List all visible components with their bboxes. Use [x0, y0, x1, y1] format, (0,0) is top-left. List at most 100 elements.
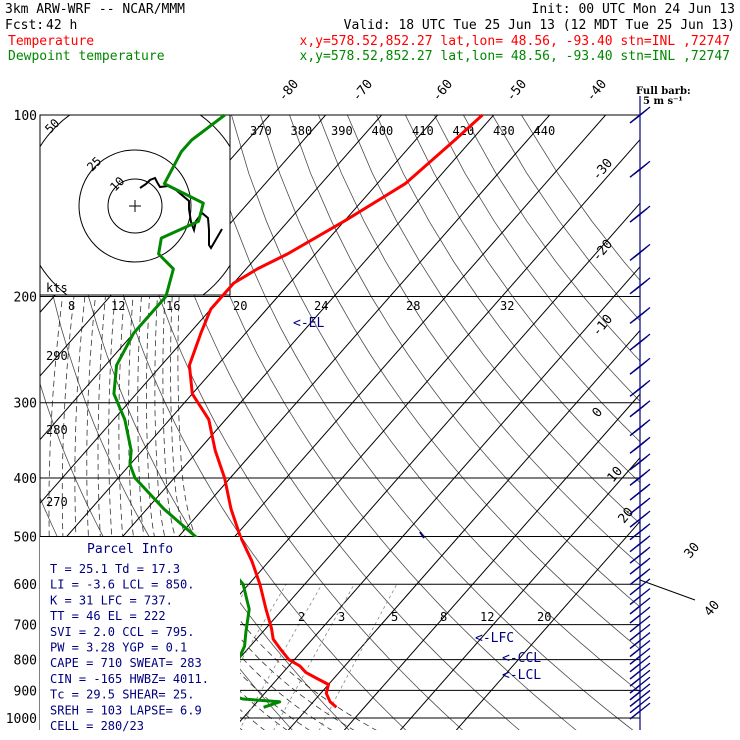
mixing-ratio-line: [318, 584, 398, 730]
wind-barb-flag: [639, 606, 651, 616]
wind-barb-flag: [639, 632, 651, 642]
isotherm-line: [455, 520, 640, 730]
isotherm-label--70: -70: [350, 77, 377, 105]
moist-adiabat: [177, 296, 377, 730]
hodograph-kts-label: kts: [46, 281, 68, 295]
isotherm-label-0: 0: [590, 405, 607, 421]
wind-barb-flag: [633, 111, 645, 121]
temperature-legend: Temperature: [8, 34, 94, 49]
wind-barb-flag: [636, 499, 648, 509]
parcel-info-row: SVI = 2.0 CCL = 795.: [50, 625, 195, 639]
full-barb-units: 5 m s⁻¹: [643, 96, 683, 107]
isotherm-label-30: 30: [682, 540, 704, 562]
mixing-ratio-line: [273, 584, 355, 730]
isotherm-label--80: -80: [276, 77, 303, 105]
mixing-bottom-label-12: 12: [480, 610, 494, 624]
dewpoint-legend: Dewpoint temperature: [8, 49, 165, 64]
wind-barb-flag: [639, 683, 651, 693]
pressure-label-1000: 1000: [6, 712, 37, 727]
dry-adiabat: [144, 115, 520, 730]
isotherm-line: [287, 329, 640, 730]
mixing-top-label-20: 20: [233, 299, 247, 313]
pressure-label-800: 800: [14, 654, 37, 669]
mixing-top-label-12: 12: [111, 299, 125, 313]
theta-label-410: 410: [412, 124, 434, 138]
mixing-top-label-32: 32: [500, 299, 514, 313]
dry-adiabat: [521, 115, 640, 281]
pressure-axis: 100 200 300 400 500 600 700 800 900 1000: [6, 109, 37, 727]
pressure-label-700: 700: [14, 619, 37, 634]
mixing-top-label-24: 24: [314, 299, 328, 313]
wind-barb-staff: [629, 614, 641, 624]
dry-adiabat: [405, 115, 640, 443]
wind-barb-staff: [629, 596, 641, 606]
wind-barb-flag: [639, 669, 651, 679]
pressure-label-400: 400: [14, 472, 37, 487]
isotherm-line: [175, 202, 640, 730]
pressure-label-200: 200: [14, 291, 37, 306]
wind-barb-flag: [633, 248, 645, 258]
wind-barb-staff: [629, 684, 641, 694]
parcel-info-row: T = 25.1 Td = 17.3: [50, 562, 180, 576]
isotherm-label-40: 40: [702, 598, 724, 620]
theta-e-label-280: 280: [46, 423, 68, 437]
parcel-info-rows: T = 25.1 Td = 17.3 LI = -3.6 LCL = 850.K …: [50, 562, 209, 733]
isotherm-line: [231, 266, 640, 730]
wind-barb-flag: [639, 615, 651, 625]
isotherm-label--20: -20: [590, 237, 617, 265]
theta-label-400: 400: [372, 124, 394, 138]
level-markers: <-EL <-LFC <-CCL <-LCL: [293, 316, 541, 683]
pressure-label-600: 600: [14, 578, 37, 593]
parcel-info-row: CELL = 280/23: [50, 719, 144, 733]
mixing-ratio-labels: 8 12 16 20 24 28 32 2 3 5 8 12 20: [68, 299, 551, 624]
isotherm-label-10: 10: [605, 464, 627, 486]
pressure-label-300: 300: [14, 397, 37, 412]
wind-barb-flag: [633, 441, 645, 451]
theta-e-label-290: 290: [46, 349, 68, 363]
dry-adiabat: [347, 115, 640, 525]
wind-barb-flag: [633, 210, 645, 220]
wind-barb-flag: [639, 676, 651, 686]
fcst-value: 42 h: [46, 18, 77, 33]
wind-barb-flag: [633, 311, 645, 321]
dry-adiabat: [260, 115, 640, 650]
wind-barb-staff: [629, 697, 641, 708]
wind-barb-flag: [639, 662, 651, 672]
temperature-trace: [187, 113, 484, 709]
isotherm-label--10: -10: [590, 312, 617, 340]
wind-barb-staff: [629, 631, 641, 641]
dry-adiabat: [376, 115, 640, 484]
parcel-info-title: Parcel Info: [87, 542, 173, 557]
mixing-top-label-28: 28: [406, 299, 420, 313]
parcel-info-row: TT = 46 EL = 222: [50, 609, 166, 623]
wind-barb-staff: [629, 677, 641, 687]
parcel-info-row: Tc = 29.5 SHEAR= 25.: [50, 688, 195, 702]
hodograph-ring-middle: [78, 149, 192, 263]
fcst-label: Fcst:: [5, 18, 44, 33]
mixing-bottom-label-20: 20: [537, 610, 551, 624]
wind-barb-staff: [629, 623, 641, 633]
dry-adiabat: [231, 115, 640, 693]
wind-barb-flag: [633, 458, 645, 468]
wind-barb-flag: [633, 473, 645, 483]
mixing-ratio-line: [238, 584, 323, 730]
isotherm-line: [399, 457, 640, 730]
wind-barb-flag: [633, 282, 645, 292]
wind-barb-flag: [636, 549, 648, 559]
wind-barb-staff: [629, 586, 641, 596]
wind-barb-flag: [633, 362, 645, 372]
dry-adiabat: [202, 115, 634, 730]
wind-barb-flag: [639, 578, 651, 588]
wind-barb-flag: [639, 702, 651, 712]
hodograph-trace: [139, 176, 223, 250]
wind-barb-flag: [633, 165, 645, 175]
wind-barb-flag: [636, 537, 648, 547]
parcel-info-row: K = 31 LFC = 737.: [50, 593, 173, 607]
pressure-label-100: 100: [14, 109, 37, 124]
wind-barbs: [629, 96, 651, 730]
isotherm-label--30: -30: [590, 156, 617, 184]
parcel-info-row: LI = -3.6 LCL = 850.: [50, 578, 195, 592]
valid-time: Valid: 18 UTC Tue 25 Jun 13 (12 MDT Tue …: [344, 18, 735, 33]
